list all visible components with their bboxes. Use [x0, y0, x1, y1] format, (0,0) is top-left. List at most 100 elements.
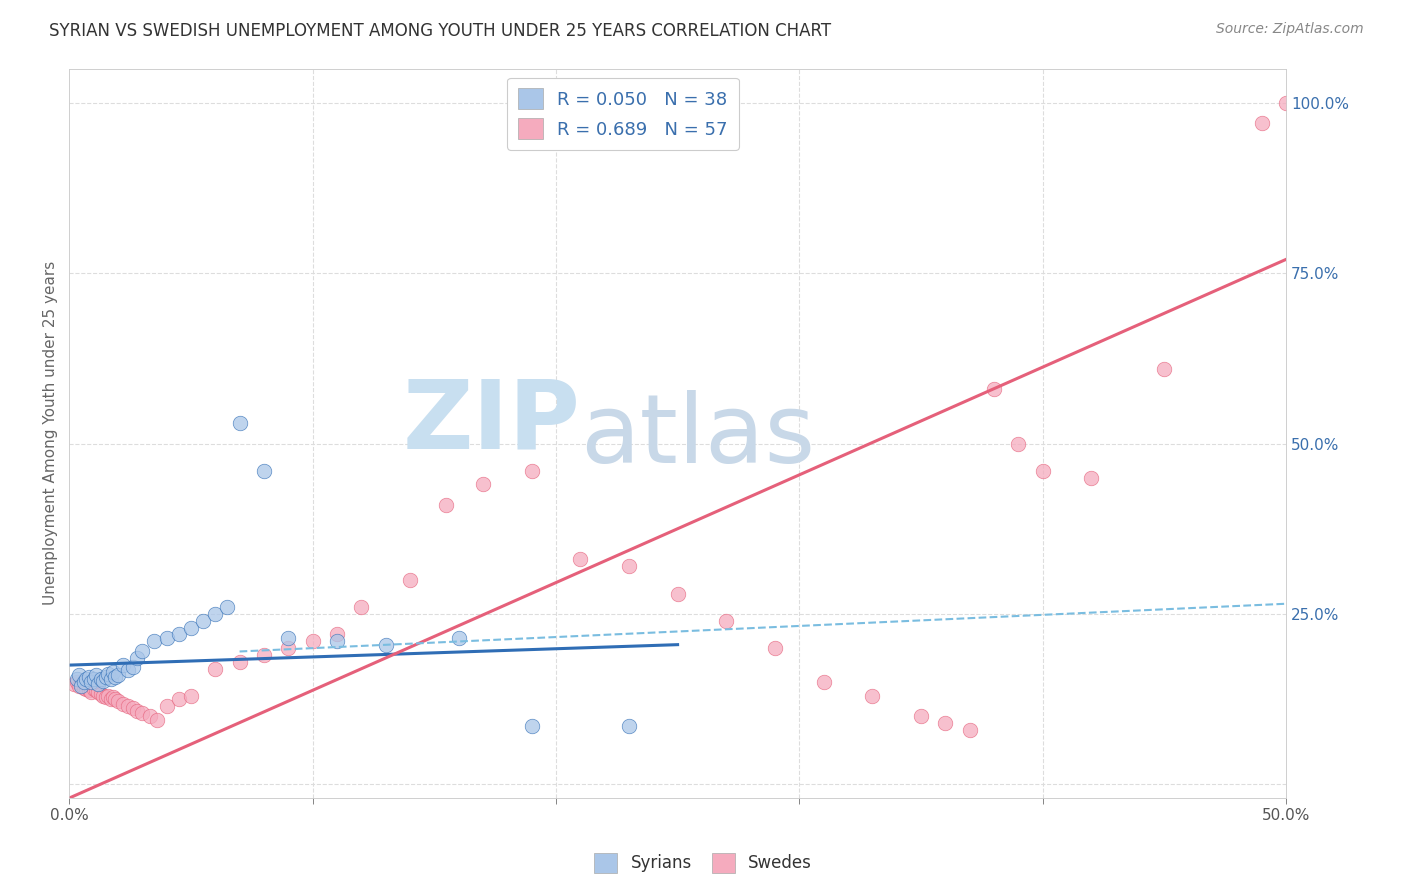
Point: [80, 685, 103, 699]
Point: [350, 600, 373, 615]
Point: [191, 614, 214, 628]
Point: [65, 672, 87, 686]
Point: [253, 464, 276, 478]
Point: [399, 573, 422, 587]
Point: [155, 699, 177, 714]
Point: [67, 679, 90, 693]
Point: [617, 719, 640, 733]
Point: [763, 641, 786, 656]
Point: [94, 670, 117, 684]
Point: [73, 681, 96, 695]
Point: [100, 672, 122, 686]
Point: [934, 716, 956, 731]
Point: [100, 692, 122, 706]
Point: [111, 697, 134, 711]
Point: [228, 416, 250, 430]
Point: [97, 667, 120, 681]
Legend: R = 0.050   N = 38, R = 0.689   N = 57: R = 0.050 N = 38, R = 0.689 N = 57: [508, 78, 738, 150]
Point: [127, 704, 149, 718]
Point: [277, 641, 299, 656]
Point: [65, 675, 87, 690]
Point: [666, 586, 689, 600]
Point: [155, 631, 177, 645]
Point: [326, 634, 349, 648]
Point: [70, 679, 93, 693]
Point: [70, 676, 93, 690]
Point: [104, 670, 127, 684]
Point: [73, 675, 96, 690]
Point: [83, 681, 105, 696]
Point: [97, 689, 120, 703]
Point: [107, 694, 129, 708]
Point: [1153, 361, 1175, 376]
Point: [520, 464, 543, 478]
Point: [910, 709, 932, 723]
Point: [121, 701, 143, 715]
Point: [217, 600, 239, 615]
Point: [117, 699, 139, 714]
Point: [77, 670, 100, 684]
Point: [75, 681, 97, 696]
Text: SYRIAN VS SWEDISH UNEMPLOYMENT AMONG YOUTH UNDER 25 YEARS CORRELATION CHART: SYRIAN VS SWEDISH UNEMPLOYMENT AMONG YOU…: [49, 22, 831, 40]
Point: [1275, 95, 1298, 110]
Point: [127, 651, 149, 665]
Point: [84, 668, 107, 682]
Point: [101, 665, 124, 679]
Point: [374, 638, 396, 652]
Point: [146, 713, 169, 727]
Text: Source: ZipAtlas.com: Source: ZipAtlas.com: [1216, 22, 1364, 37]
Point: [1032, 464, 1054, 478]
Point: [860, 689, 883, 703]
Point: [1250, 116, 1272, 130]
Point: [131, 706, 153, 720]
Point: [716, 614, 738, 628]
Y-axis label: Unemployment Among Youth under 25 years: Unemployment Among Youth under 25 years: [44, 261, 58, 606]
Point: [569, 552, 592, 566]
Point: [471, 477, 494, 491]
Point: [436, 498, 458, 512]
Legend: Syrians, Swedes: Syrians, Swedes: [588, 847, 818, 880]
Point: [277, 631, 299, 645]
Point: [617, 559, 640, 574]
Point: [87, 685, 110, 699]
Point: [228, 655, 250, 669]
Point: [90, 688, 112, 702]
Point: [63, 676, 86, 690]
Point: [813, 675, 835, 690]
Point: [84, 683, 107, 698]
Point: [83, 672, 105, 686]
Point: [180, 621, 202, 635]
Point: [143, 634, 166, 648]
Point: [101, 690, 124, 705]
Point: [326, 627, 349, 641]
Point: [107, 668, 129, 682]
Point: [167, 692, 190, 706]
Point: [253, 648, 276, 662]
Point: [167, 627, 190, 641]
Point: [520, 719, 543, 733]
Point: [301, 634, 323, 648]
Point: [204, 607, 226, 621]
Point: [1080, 470, 1102, 484]
Point: [90, 672, 112, 686]
Point: [131, 644, 153, 658]
Point: [111, 658, 134, 673]
Point: [138, 709, 160, 723]
Point: [67, 668, 90, 682]
Point: [91, 673, 114, 688]
Point: [180, 689, 202, 703]
Point: [983, 382, 1005, 396]
Point: [447, 631, 470, 645]
Point: [75, 672, 97, 686]
Point: [94, 690, 117, 705]
Point: [87, 676, 110, 690]
Point: [91, 689, 114, 703]
Point: [104, 692, 127, 706]
Point: [80, 675, 103, 690]
Text: atlas: atlas: [581, 391, 815, 483]
Point: [117, 663, 139, 677]
Point: [121, 660, 143, 674]
Point: [1007, 436, 1029, 450]
Point: [204, 661, 226, 675]
Point: [77, 683, 100, 698]
